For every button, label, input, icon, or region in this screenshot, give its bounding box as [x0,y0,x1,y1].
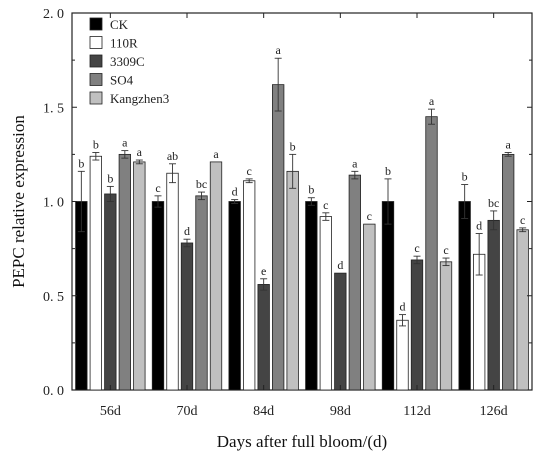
x-axis-title: Days after full bloom/(d) [217,432,387,451]
significance-label: c [443,243,448,257]
significance-label: c [414,241,419,255]
x-tick-label: 112d [403,404,430,419]
significance-label: c [155,181,160,195]
legend-label: Kangzhen3 [110,91,169,106]
significance-label: d [184,224,190,238]
significance-label: b [462,170,468,184]
legend-swatch-kangzhen3 [89,91,103,105]
bar-kangzhen3-126d [516,229,529,391]
bar-110r-84d [243,180,256,391]
significance-label: c [247,164,252,178]
significance-label: a [429,94,435,108]
legend-label: 3309C [110,54,145,69]
bar-110r-70d [166,172,179,391]
significance-label: ab [167,149,178,163]
y-tick-label: 0. 5 [43,290,64,305]
bar-3309c-112d [410,259,424,391]
y-tick-label: 0. 0 [43,384,64,399]
significance-label: a [276,43,282,57]
bar-kangzhen3-98d [363,223,376,391]
significance-label: c [520,213,525,227]
significance-label: bc [488,196,499,210]
bar-110r-56d [89,155,102,391]
bars [75,84,529,391]
bar-3309c-84d [257,284,270,391]
significance-label: a [137,145,143,159]
significance-label: d [337,258,343,272]
x-tick-label: 126d [480,404,508,419]
x-tick-label: 98d [330,404,351,419]
legend-swatch-110r [89,36,103,49]
y-tick-label: 1. 5 [43,101,64,116]
y-tick-label: 2. 0 [43,7,64,22]
legend-label: 110R [110,36,138,51]
significance-label: b [385,164,391,178]
axes: 0. 0 0. 5 1. 0 1. 5 2. 0 56d 70d 84d 98d 112d 126d [43,7,532,419]
bar-so4-56d [118,153,131,391]
legend-label: SO4 [110,73,134,88]
y-tick-label: 1. 0 [43,196,64,211]
y-axis-title: PEPC relative expression [9,115,28,288]
legend: CK 110R 3309C SO4 Kangzhen3 [89,17,169,106]
bar-ck-84d [228,201,241,391]
bar-kangzhen3-56d [133,161,146,391]
significance-label: b [290,139,296,153]
bar-ck-98d [305,201,318,391]
bar-kangzhen3-84d [286,170,299,391]
significance-label: b [107,171,113,185]
legend-swatch-ck [89,17,103,31]
legend-swatch-so4 [89,73,103,86]
error-bars [77,57,527,327]
bar-so4-98d [348,174,361,391]
significance-label: e [261,264,266,278]
bar-kangzhen3-112d [439,261,453,391]
significance-label: a [506,137,512,151]
x-tick-label: 84d [253,404,274,419]
bar-110r-112d [396,319,409,391]
bar-ck-126d [458,201,471,391]
x-tick-label: 56d [100,404,121,419]
bar-110r-98d [319,216,332,391]
significance-label: c [367,209,372,223]
bar-3309c-126d [487,219,500,391]
significance-label: b [93,137,99,151]
bar-ck-70d [151,201,165,391]
x-tick-label: 70d [177,404,198,419]
significance-label: d [476,219,482,233]
bar-kangzhen3-70d [209,161,223,391]
bar-so4-112d [425,116,438,391]
bar-so4-70d [195,195,208,391]
bar-ck-112d [381,201,395,391]
legend-swatch-3309c [89,54,103,68]
significance-label: a [352,156,358,170]
significance-label: a [213,147,219,161]
significance-label: b [308,183,314,197]
legend-label: CK [110,17,129,32]
significance-label: c [323,198,328,212]
significance-label: b [78,156,84,170]
significance-label: d [232,185,238,199]
bar-3309c-56d [104,193,117,391]
bar-3309c-70d [180,242,194,391]
bar-3309c-98d [334,272,347,391]
significance-label: a [122,136,128,150]
bar-so4-84d [272,84,285,391]
significance-label: d [400,300,406,314]
significance-label: bc [196,177,207,191]
bar-so4-126d [502,153,515,391]
